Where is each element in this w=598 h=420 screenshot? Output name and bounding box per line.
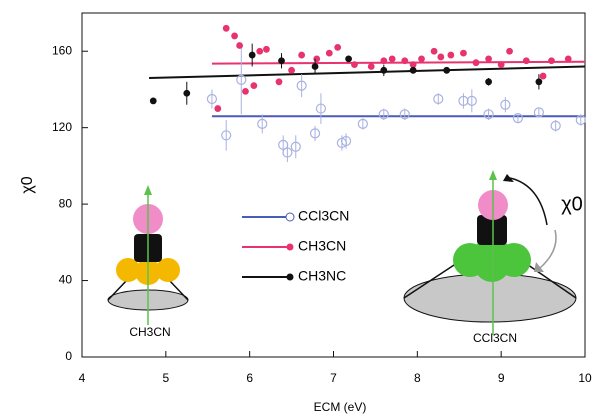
- annotation: χ0: [561, 193, 583, 215]
- point: [214, 105, 222, 112]
- x-tick-label: 8: [414, 371, 421, 385]
- annotation: CCl3CN: [473, 331, 517, 345]
- point: [399, 109, 410, 120]
- point: [409, 61, 417, 68]
- point: [288, 66, 295, 74]
- legend-label: CH3CN: [298, 238, 346, 254]
- point: [539, 72, 547, 80]
- point: [548, 57, 555, 65]
- point: [458, 95, 469, 107]
- point: [378, 109, 389, 120]
- point: [575, 114, 586, 126]
- point: [437, 53, 445, 61]
- point: [460, 49, 467, 57]
- point: [500, 99, 511, 110]
- point: [433, 93, 444, 105]
- y-axis-label: χ0: [19, 176, 36, 193]
- x-tick-label: 6: [246, 371, 253, 385]
- y-tick-label: 160: [52, 43, 72, 57]
- point: [533, 107, 544, 118]
- point: [485, 78, 492, 86]
- point: [236, 42, 244, 49]
- point: [296, 80, 307, 91]
- point: [278, 57, 285, 65]
- x-axis-label: ECM (eV): [314, 400, 367, 414]
- fit-line: [211, 60, 586, 65]
- point: [309, 128, 321, 139]
- ch3cn-illustration: [107, 185, 189, 325]
- point: [315, 103, 327, 114]
- y-tick-label: 0: [65, 349, 72, 363]
- y-tick-label: 120: [52, 120, 72, 134]
- y-tick-label: 80: [59, 196, 73, 210]
- point: [535, 78, 543, 86]
- point: [149, 97, 157, 105]
- point: [257, 118, 268, 129]
- point: [430, 47, 438, 55]
- point: [485, 55, 492, 63]
- point: [380, 57, 388, 65]
- point: [263, 45, 270, 53]
- legend-marker: [285, 212, 295, 222]
- point: [298, 51, 306, 59]
- point: [443, 66, 451, 74]
- point: [290, 141, 301, 152]
- point: [325, 49, 333, 57]
- x-tick-label: 9: [498, 371, 505, 385]
- point: [256, 47, 264, 55]
- point: [367, 63, 375, 70]
- point: [183, 89, 191, 97]
- annotation: CH3CN: [129, 325, 170, 339]
- legend-marker: [286, 243, 294, 251]
- point: [345, 55, 352, 63]
- point: [282, 147, 293, 158]
- point: [250, 82, 258, 90]
- point: [231, 32, 238, 40]
- point: [409, 66, 417, 74]
- ccl3cn-illustration: [403, 170, 577, 335]
- point: [275, 78, 283, 86]
- point: [483, 109, 494, 120]
- point: [522, 57, 530, 65]
- point: [472, 59, 480, 67]
- point: [248, 51, 256, 59]
- x-tick-label: 4: [79, 371, 86, 385]
- point: [236, 74, 247, 85]
- point: [206, 93, 218, 105]
- point: [447, 51, 455, 59]
- y-tick-label: 40: [59, 273, 73, 287]
- point: [222, 24, 230, 32]
- legend-label: CCl3CN: [298, 208, 349, 224]
- point: [550, 120, 561, 131]
- point: [357, 118, 368, 129]
- point: [497, 61, 505, 68]
- point: [351, 61, 358, 68]
- point: [512, 113, 524, 124]
- legend-marker: [286, 273, 294, 281]
- point: [221, 130, 232, 141]
- x-tick-label: 5: [162, 371, 169, 385]
- point: [401, 57, 409, 65]
- point: [334, 44, 342, 51]
- point: [380, 66, 388, 74]
- point: [388, 55, 396, 63]
- fit-line: [149, 65, 586, 79]
- point: [564, 55, 572, 63]
- x-tick-label: 10: [578, 371, 592, 385]
- point: [311, 63, 319, 70]
- point: [242, 87, 249, 95]
- x-tick-label: 7: [330, 371, 337, 385]
- point: [506, 47, 513, 55]
- legend-label: CH3NC: [298, 268, 346, 284]
- point: [418, 55, 425, 63]
- point: [466, 95, 477, 107]
- point: [340, 135, 352, 147]
